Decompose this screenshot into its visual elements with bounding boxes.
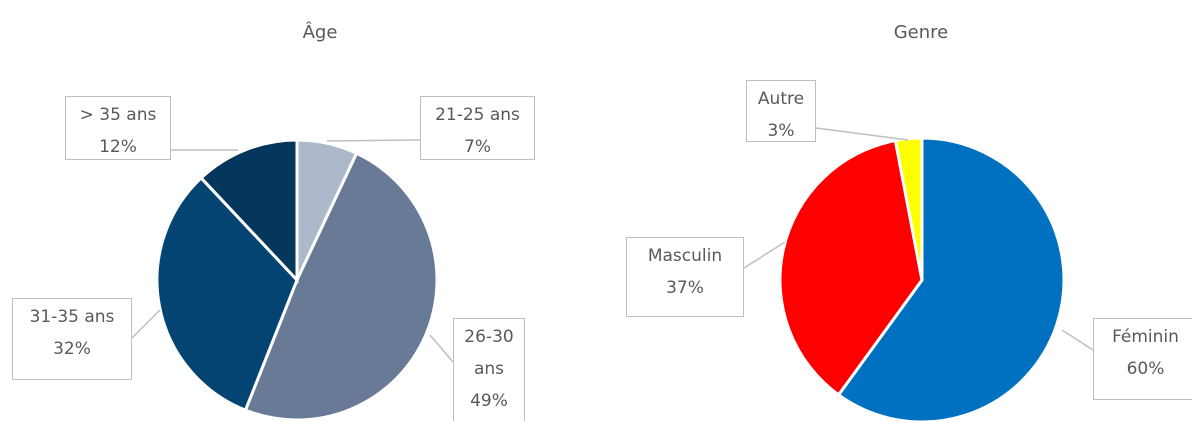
leader-line <box>1061 329 1094 351</box>
label-value: 3% <box>767 121 795 141</box>
label-value: 37% <box>666 278 704 298</box>
pie-slice <box>199 138 299 284</box>
label-category: > 35 ans <box>79 105 157 125</box>
label-value: 12% <box>99 137 137 157</box>
pie-slice <box>778 138 924 397</box>
pie-slice <box>893 136 924 281</box>
leader-line <box>429 334 454 363</box>
label-category: 31-35 ans <box>29 307 115 327</box>
chart-title: Âge <box>303 21 338 43</box>
leader-line <box>743 241 786 269</box>
data-label: 31-35 ans 32% <box>12 298 132 380</box>
data-label: > 35 ans 12% <box>65 96 171 160</box>
label-value: 7% <box>464 137 491 157</box>
leader-line <box>326 139 421 142</box>
label-category: 21-25 ans <box>435 105 520 125</box>
label-value: 32% <box>53 339 91 359</box>
data-label: 21-25 ans 7% <box>420 96 535 160</box>
pie-slice <box>243 151 439 421</box>
label-category: 26-30 ans <box>464 327 514 379</box>
pie-slice <box>155 175 299 413</box>
data-label: 26-30 ans 49% <box>453 318 525 421</box>
leader-line <box>131 309 161 339</box>
chart-title: Genre <box>894 22 949 43</box>
pie-slice <box>836 136 1066 421</box>
label-category: Autre <box>757 89 805 109</box>
data-label: Féminin 60% <box>1093 318 1192 400</box>
data-label: Autre 3% <box>746 80 816 142</box>
label-category: Masculin <box>647 246 723 266</box>
label-value: 60% <box>1126 359 1165 379</box>
label-category: Féminin <box>1112 327 1179 347</box>
data-label: Masculin 37% <box>626 237 744 317</box>
label-value: 49% <box>470 391 508 411</box>
leader-line <box>815 127 909 141</box>
